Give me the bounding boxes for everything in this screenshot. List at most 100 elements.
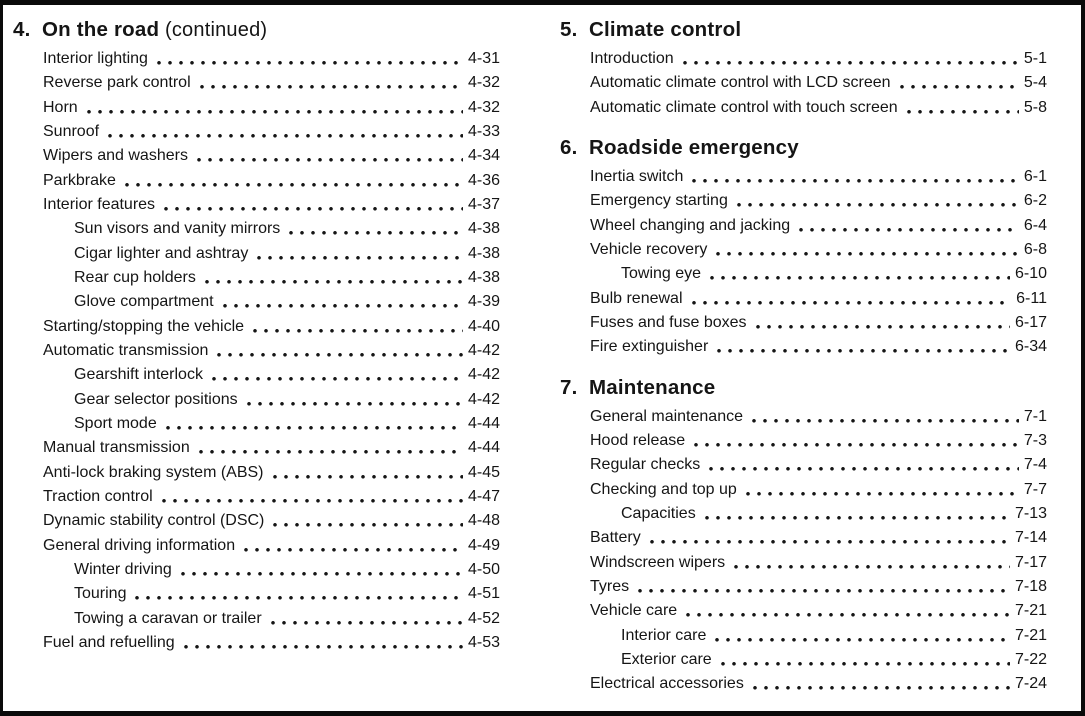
dot-leader bbox=[208, 363, 463, 388]
toc-entry: Interior features 4-37 bbox=[43, 192, 500, 218]
toc-entry: Interior lighting 4-31 bbox=[43, 47, 500, 72]
toc-entry: Windscreen wipers 7-17 bbox=[590, 550, 1047, 575]
toc-entry: General maintenance 7-1 bbox=[590, 404, 1047, 429]
toc-section-title-suffix: (continued) bbox=[159, 19, 268, 41]
toc-entry-label: Gearshift interlock bbox=[74, 366, 203, 384]
toc-entry: Traction control 4-47 bbox=[43, 484, 500, 510]
dot-leader bbox=[177, 557, 463, 583]
dot-leader bbox=[241, 533, 463, 558]
toc-entry: Vehicle recovery 6-8 bbox=[590, 237, 1047, 263]
toc-entry-page: 4-53 bbox=[467, 633, 500, 651]
toc-entry-label: Vehicle care bbox=[590, 602, 678, 620]
dot-leader bbox=[270, 509, 463, 534]
toc-entry-label: Bulb renewal bbox=[590, 289, 683, 307]
toc-section-heading: 7. Maintenance bbox=[560, 373, 1047, 403]
dot-leader bbox=[714, 335, 1010, 360]
toc-entry-label: Interior care bbox=[621, 626, 707, 644]
dot-leader bbox=[269, 460, 463, 485]
toc-entry-label: Horn bbox=[43, 98, 78, 116]
dot-leader bbox=[896, 71, 1019, 96]
toc-entry-page: 4-51 bbox=[467, 585, 500, 603]
dot-leader bbox=[158, 484, 463, 510]
toc-entry: Tyres 7-18 bbox=[590, 574, 1047, 600]
toc-entry-page: 7-7 bbox=[1023, 480, 1047, 498]
dot-leader bbox=[196, 71, 463, 96]
toc-entry-label: Electrical accessories bbox=[590, 675, 744, 693]
toc-entry: Emergency starting 6-2 bbox=[590, 189, 1047, 214]
toc-entry-page: 4-34 bbox=[467, 147, 500, 165]
dot-leader bbox=[688, 286, 1012, 311]
toc-entry: Wipers and washers 4-34 bbox=[43, 144, 500, 169]
toc-entry-page: 5-1 bbox=[1023, 50, 1047, 67]
toc-entry-page: 4-52 bbox=[467, 609, 500, 627]
toc-entry-label: Wipers and washers bbox=[43, 147, 188, 165]
toc-entry: Capacities 7-13 bbox=[621, 501, 1047, 527]
toc-entry-label: Winter driving bbox=[74, 560, 172, 578]
toc-section-heading: 4. On the road (continued) bbox=[13, 15, 500, 45]
toc-entry-page: 4-47 bbox=[467, 487, 500, 505]
toc-entry: Cigar lighter and ashtray 4-38 bbox=[74, 241, 500, 266]
toc-entry-page: 4-37 bbox=[467, 195, 500, 213]
dot-leader bbox=[132, 582, 463, 607]
dot-leader bbox=[733, 189, 1019, 214]
toc-section-number: 5. bbox=[560, 18, 578, 41]
toc-entry-label: Exterior care bbox=[621, 650, 712, 668]
toc-entry: Bulb renewal 6-11 bbox=[590, 286, 1047, 311]
toc-entry-page: 7-14 bbox=[1014, 529, 1047, 547]
toc-entry: Towing a caravan or trailer 4-52 bbox=[74, 606, 500, 631]
toc-section-title-text: Roadside emergency bbox=[589, 135, 799, 159]
toc-entry: Reverse park control 4-32 bbox=[43, 71, 500, 96]
toc-entry-page: 4-50 bbox=[467, 560, 500, 578]
toc-entry-label: Manual transmission bbox=[43, 439, 190, 457]
toc-entry-page: 6-2 bbox=[1023, 192, 1047, 210]
toc-column-left: 4. On the road (continued) Interior lighti… bbox=[13, 13, 500, 697]
toc-section-number: 7. bbox=[560, 375, 578, 399]
toc-entry-page: 7-3 bbox=[1023, 431, 1047, 449]
dot-leader bbox=[903, 95, 1019, 120]
dot-leader bbox=[712, 623, 1010, 648]
dot-leader bbox=[748, 404, 1019, 429]
dot-leader bbox=[646, 526, 1010, 551]
dot-leader bbox=[121, 168, 463, 193]
toc-entry-label: Battery bbox=[590, 529, 641, 547]
toc-section-title-text: On the road bbox=[42, 18, 160, 41]
dot-leader bbox=[180, 630, 463, 656]
dot-leader bbox=[706, 453, 1019, 478]
toc-entry: Manual transmission 4-44 bbox=[43, 436, 500, 461]
toc-entry-label: Interior lighting bbox=[43, 50, 148, 67]
toc-entry-label: Capacities bbox=[621, 504, 696, 522]
toc-entry-label: Fuses and fuse boxes bbox=[590, 313, 747, 331]
dot-leader bbox=[707, 262, 1010, 287]
toc-section-title-text: Maintenance bbox=[589, 375, 716, 399]
dot-leader bbox=[219, 290, 463, 315]
toc-entry-label: Sport mode bbox=[74, 414, 157, 432]
toc-section-heading: 5. Climate control bbox=[560, 15, 1047, 45]
toc-entry: Automatic climate control with touch scr… bbox=[590, 95, 1047, 120]
toc-entry: Gearshift interlock 4-42 bbox=[74, 363, 500, 388]
toc-section-heading: 6. Roadside emergency bbox=[560, 133, 1047, 163]
dot-leader bbox=[717, 647, 1010, 673]
dot-leader bbox=[243, 387, 463, 412]
toc-section: 5. Climate control Introduction 5-1 Automati… bbox=[560, 15, 1047, 120]
dot-leader bbox=[731, 550, 1010, 575]
toc-entry-label: Starting/stopping the vehicle bbox=[43, 317, 245, 335]
toc-entry-page: 7-24 bbox=[1014, 675, 1047, 693]
toc-entry-label: Reverse park control bbox=[43, 74, 191, 92]
toc-entry-label: Cigar lighter and ashtray bbox=[74, 244, 249, 262]
toc-entry-page: 4-31 bbox=[467, 50, 500, 67]
toc-entry: Sport mode 4-44 bbox=[74, 411, 500, 437]
toc-section-title-text: Climate control bbox=[589, 18, 742, 41]
toc-entry-label: Introduction bbox=[590, 50, 674, 67]
toc-entry-page: 6-17 bbox=[1014, 313, 1047, 331]
toc-entry-page: 4-32 bbox=[467, 74, 500, 92]
toc-entry: Fire extinguisher 6-34 bbox=[590, 335, 1047, 360]
toc-entry-page: 7-21 bbox=[1014, 626, 1047, 644]
dot-leader bbox=[713, 237, 1019, 263]
dot-leader bbox=[691, 428, 1019, 454]
dot-leader bbox=[701, 501, 1010, 527]
toc-entry-label: Towing a caravan or trailer bbox=[74, 609, 262, 627]
toc-entry: Sun visors and vanity mirrors 4-38 bbox=[74, 217, 500, 242]
toc-entry-page: 5-8 bbox=[1023, 98, 1047, 116]
toc-entry: Vehicle care 7-21 bbox=[590, 599, 1047, 624]
